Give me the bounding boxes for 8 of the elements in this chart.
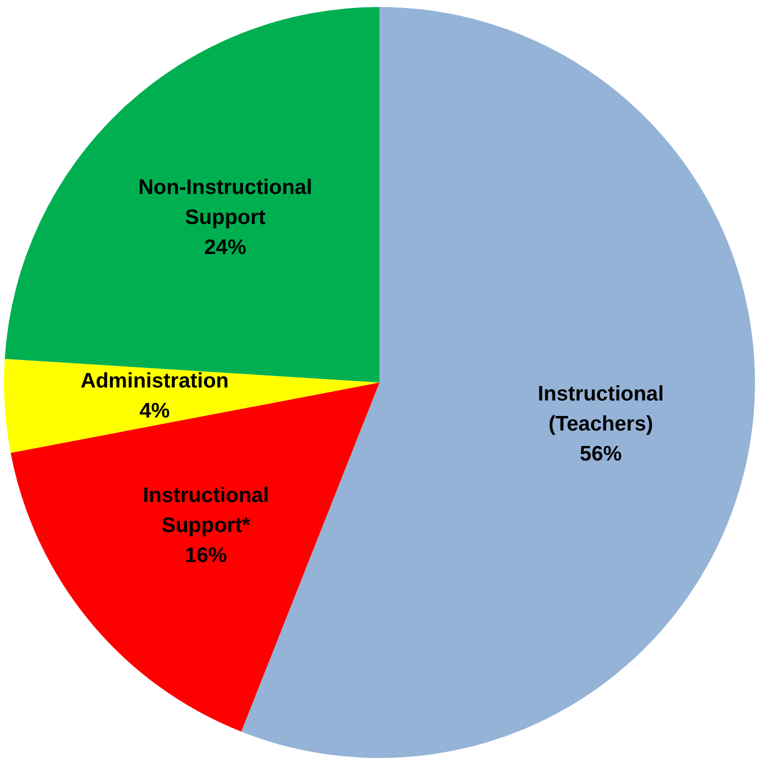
data-label: 56% [580, 442, 622, 466]
slice-label: Administration [80, 369, 229, 392]
data-label: 16% [184, 544, 228, 567]
slice-label: Instructional Support* [142, 484, 269, 537]
data-label: 24% [204, 236, 247, 260]
slice-label: Instructional (Teachers) [538, 382, 664, 436]
data-label: 4% [139, 399, 170, 422]
slice-label: Non-Instructional Support [138, 176, 312, 230]
